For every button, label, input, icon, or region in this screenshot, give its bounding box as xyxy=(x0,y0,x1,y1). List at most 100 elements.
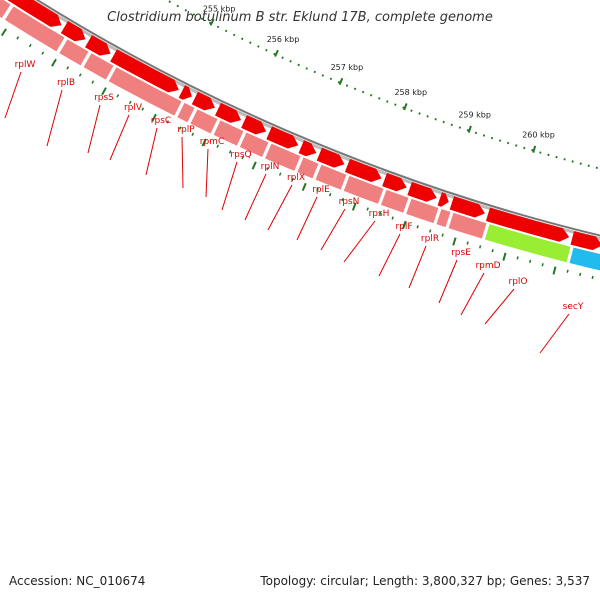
ruler-minor-tick xyxy=(184,8,188,12)
feature-segment xyxy=(297,157,319,179)
map-title: Clostridium botulinum B str. Eklund 17B,… xyxy=(107,10,493,25)
length-label: Length: xyxy=(372,574,419,588)
minor-tick xyxy=(66,66,70,70)
gene-label: rpsN xyxy=(339,197,360,207)
genome-stats: Topology: circular; Length: 3,800,327 bp… xyxy=(260,574,590,588)
feature-arrow xyxy=(241,115,267,135)
ruler-minor-tick xyxy=(281,56,284,59)
minor-tick xyxy=(328,192,332,197)
major-tick xyxy=(151,113,157,122)
ruler-minor-tick xyxy=(531,149,534,152)
feature-segment xyxy=(0,0,11,18)
ruler-minor-tick xyxy=(458,126,461,129)
major-tick xyxy=(101,87,107,96)
feature-segment xyxy=(83,53,114,80)
ruler-minor-tick xyxy=(507,141,510,145)
major-tick xyxy=(502,252,507,261)
ruler-minor-tick xyxy=(265,48,268,52)
major-tick xyxy=(301,182,307,191)
ruler-minor-tick xyxy=(289,60,292,63)
ruler-minor-tick xyxy=(232,33,236,37)
minor-tick xyxy=(128,100,132,105)
feature-segment xyxy=(484,224,571,263)
minor-tick xyxy=(491,248,494,253)
gene-label: rplO xyxy=(509,277,528,287)
ruler-minor-tick xyxy=(200,17,204,20)
leader-line xyxy=(378,233,401,277)
ruler-minor-tick xyxy=(571,160,574,163)
ruler-minor-tick xyxy=(257,45,260,48)
ruler-minor-tick xyxy=(192,13,196,16)
ruler-minor-tick xyxy=(168,0,171,4)
minor-tick xyxy=(416,225,419,229)
ruler-minor-tick xyxy=(490,136,494,140)
gene-label: rplF xyxy=(395,222,412,232)
major-tick xyxy=(201,138,207,147)
topology-value: circular xyxy=(320,574,365,588)
ruler-major-tick xyxy=(467,125,472,133)
feature-arrow xyxy=(316,147,345,168)
accession-info: Accession: NC_010674 xyxy=(9,574,145,588)
minor-tick xyxy=(166,120,170,124)
minor-tick xyxy=(216,144,220,148)
ruler-minor-tick xyxy=(579,162,582,165)
feature-segment xyxy=(4,6,65,52)
minor-tick xyxy=(478,245,482,249)
minor-tick xyxy=(441,233,444,237)
outer-tick-marks xyxy=(0,28,594,280)
ruler-minor-tick xyxy=(305,67,308,70)
minor-tick xyxy=(516,256,519,260)
feature-arrow xyxy=(214,102,242,123)
gene-label: rpsS xyxy=(94,93,114,103)
gene-label: rpmD xyxy=(475,261,500,271)
dark-feature-track xyxy=(7,0,600,251)
gene-label: rplB xyxy=(57,78,75,88)
genes-value: 3,537 xyxy=(555,574,590,588)
minor-tick xyxy=(278,172,282,176)
ruler-minor-tick xyxy=(410,109,413,112)
ruler-major-tick xyxy=(209,18,215,26)
ruler-minor-tick xyxy=(216,25,220,29)
light-feature-track xyxy=(0,0,600,271)
ruler-label: 258 kbp xyxy=(394,88,427,97)
feature-segment xyxy=(108,67,182,116)
feature-arrow xyxy=(570,231,600,251)
gene-label: rplX xyxy=(287,173,305,183)
feature-segment xyxy=(315,164,347,190)
leader-line xyxy=(484,288,515,325)
feature-arrow xyxy=(449,196,485,218)
ruler-minor-tick xyxy=(482,134,486,137)
leader-line xyxy=(221,161,238,211)
ruler-minor-tick xyxy=(466,129,470,132)
minor-tick xyxy=(266,167,269,171)
minor-tick xyxy=(228,150,232,154)
ruler-label: 257 kbp xyxy=(331,63,364,72)
minor-tick xyxy=(178,126,182,130)
leader-line xyxy=(181,136,184,189)
ruler-label: 255 kbp xyxy=(203,4,236,13)
leader-line xyxy=(438,259,458,304)
ruler-minor-tick xyxy=(547,153,550,157)
feature-arrow xyxy=(7,0,62,27)
feature-segment xyxy=(265,143,301,171)
leader-line xyxy=(205,148,209,198)
feature-arrow xyxy=(60,21,86,42)
feature-segment xyxy=(569,247,600,271)
minor-tick xyxy=(78,73,82,77)
minor-tick xyxy=(141,107,145,111)
minor-tick xyxy=(428,229,432,233)
ruler-minor-tick xyxy=(394,103,397,106)
ruler-minor-tick xyxy=(337,80,341,84)
minor-tick xyxy=(41,51,45,55)
major-tick xyxy=(402,220,407,229)
feature-arrow xyxy=(407,181,437,202)
length-value: 3,800,327 bp xyxy=(421,574,502,588)
gene-label: rplE xyxy=(312,185,330,195)
gene-label: rplW xyxy=(15,60,36,70)
minor-tick xyxy=(541,263,544,267)
gene-label: rplN xyxy=(261,162,280,172)
ruler-minor-tick xyxy=(523,146,526,150)
ruler-minor-tick xyxy=(273,52,276,56)
leader-line xyxy=(343,220,376,263)
minor-tick xyxy=(316,187,319,192)
